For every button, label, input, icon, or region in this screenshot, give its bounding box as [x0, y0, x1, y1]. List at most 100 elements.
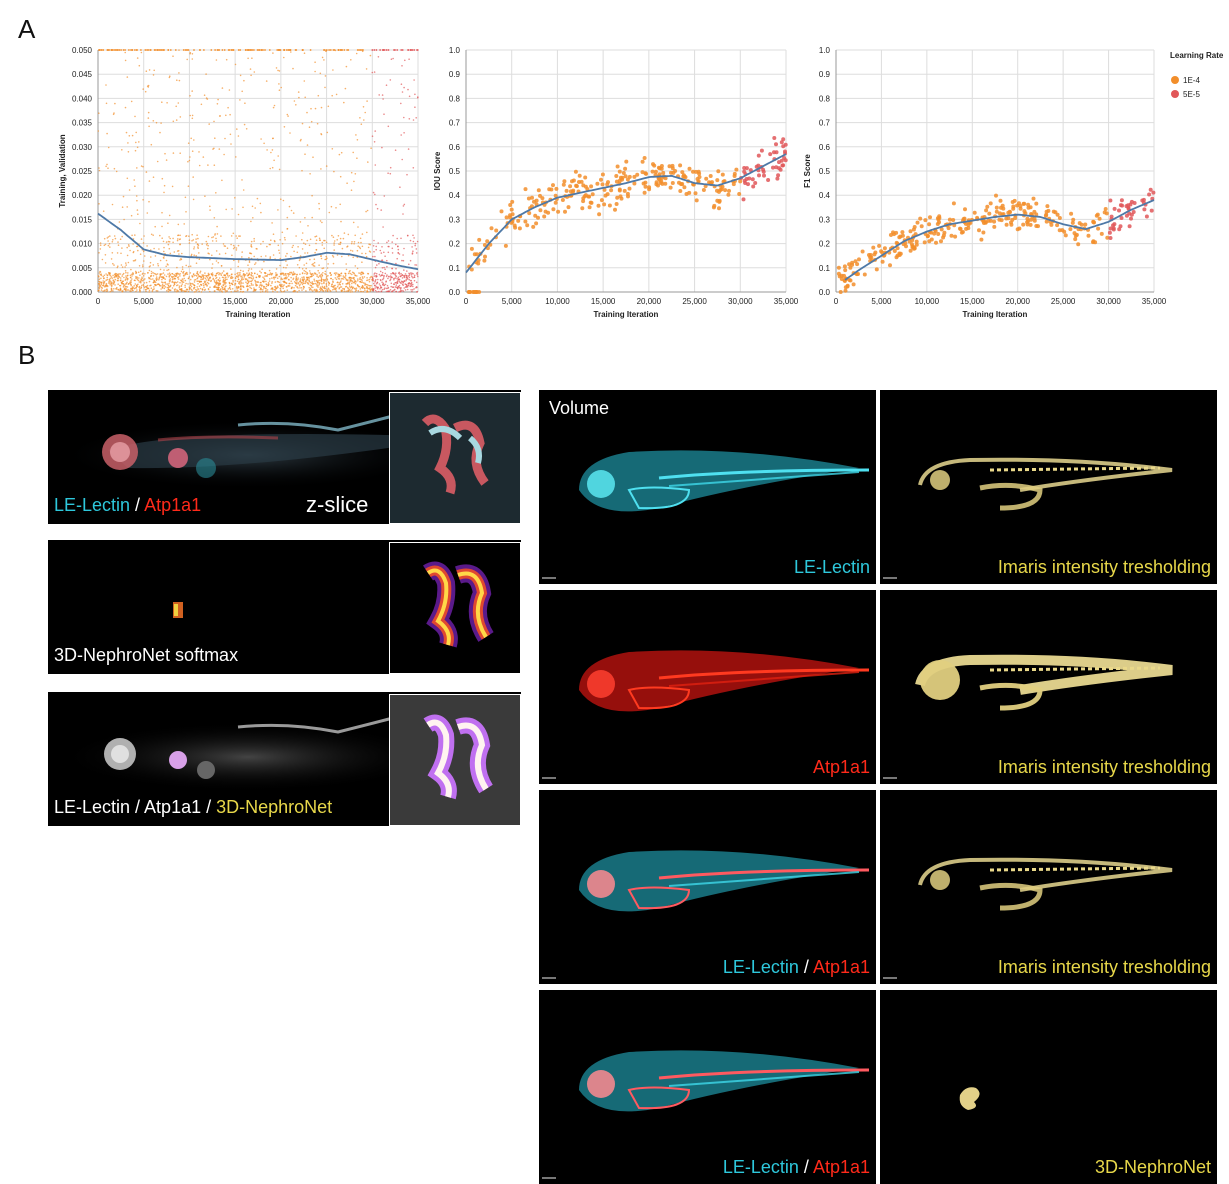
loss-point	[387, 287, 389, 290]
x-tick-label: 0	[96, 297, 101, 306]
loss-point	[248, 256, 250, 259]
loss-point	[414, 264, 416, 266]
score-point	[1009, 222, 1014, 227]
loss-point	[310, 273, 313, 275]
loss-point	[403, 269, 405, 271]
loss-point-cap	[375, 49, 378, 51]
loss-point	[310, 286, 313, 288]
score-point	[744, 177, 749, 181]
loss-point	[401, 274, 404, 277]
loss-point	[266, 149, 268, 151]
loss-point	[129, 281, 131, 283]
loss-point	[349, 272, 352, 275]
loss-point	[308, 279, 310, 282]
loss-point	[168, 76, 171, 79]
loss-point	[195, 255, 197, 257]
loss-point	[149, 265, 151, 267]
score-point	[1076, 242, 1081, 247]
score-point	[947, 217, 952, 222]
score-point	[577, 173, 582, 178]
loss-point	[135, 284, 138, 287]
loss-point	[188, 239, 191, 241]
loss-point	[223, 274, 226, 277]
loss-point	[350, 59, 352, 61]
loss-point	[242, 285, 244, 287]
loss-point	[152, 278, 154, 280]
loss-point	[311, 290, 314, 292]
loss-point	[219, 279, 221, 282]
loss-point	[201, 243, 203, 245]
loss-point	[395, 243, 397, 246]
loss-point	[306, 276, 309, 279]
loss-point	[284, 239, 286, 241]
loss-point	[242, 286, 245, 289]
loss-point	[265, 280, 267, 283]
loss-point	[105, 273, 107, 275]
loss-point	[320, 257, 323, 260]
score-point	[966, 226, 971, 231]
loss-point	[374, 266, 377, 269]
y-tick-label: 0.3	[819, 215, 831, 224]
loss-point	[417, 275, 419, 278]
loss-point	[119, 277, 122, 279]
score-point	[845, 283, 850, 288]
score-point	[556, 209, 561, 214]
loss-point	[282, 199, 285, 202]
score-point	[583, 193, 588, 198]
loss-point	[217, 279, 220, 281]
loss-point	[190, 254, 193, 257]
loss-point	[349, 286, 352, 289]
loss-point	[122, 280, 124, 283]
loss-point	[128, 189, 131, 191]
loss-point	[407, 284, 410, 287]
loss-point	[216, 282, 218, 285]
loss-point	[124, 285, 127, 288]
loss-point	[290, 276, 292, 279]
loss-point	[301, 283, 304, 286]
loss-point	[340, 220, 342, 223]
loss-point	[135, 195, 138, 197]
loss-point	[387, 251, 390, 254]
loss-point	[148, 125, 150, 128]
loss-point	[268, 243, 271, 246]
score-point	[1022, 201, 1027, 206]
loss-point	[198, 290, 200, 293]
loss-point	[315, 235, 318, 237]
loss-point	[189, 51, 192, 54]
score-point	[660, 181, 665, 186]
loss-point	[360, 286, 363, 289]
x-tick-label: 5,000	[871, 297, 892, 306]
loss-point	[403, 275, 406, 278]
loss-point	[150, 143, 153, 146]
loss-point	[280, 198, 282, 200]
loss-point	[379, 279, 382, 281]
loss-point	[189, 114, 191, 117]
loss-point	[351, 277, 353, 279]
label-sep: /	[798, 1157, 813, 1177]
volume-tile-left-1: Volume LE-Lectin	[539, 390, 876, 584]
loss-point	[128, 245, 130, 247]
score-point	[759, 148, 764, 153]
loss-point	[265, 80, 268, 82]
loss-point	[282, 266, 285, 269]
score-point	[862, 272, 867, 277]
loss-point	[356, 284, 359, 287]
loss-point	[134, 185, 136, 187]
loss-point	[161, 283, 164, 286]
loss-point	[143, 260, 145, 262]
score-point	[1148, 187, 1153, 192]
loss-point	[302, 288, 305, 290]
legend-label: 1E-4	[1183, 76, 1200, 85]
x-tick-label: 0	[464, 297, 469, 306]
score-point	[472, 252, 477, 257]
loss-point-cap	[256, 49, 259, 51]
loss-point	[408, 263, 410, 266]
loss-point	[178, 285, 181, 288]
loss-point	[364, 252, 367, 255]
loss-point	[187, 142, 190, 144]
loss-point	[403, 132, 405, 134]
score-point	[1147, 192, 1152, 197]
loss-point	[239, 235, 241, 237]
loss-point	[135, 131, 137, 134]
loss-point	[395, 286, 398, 289]
